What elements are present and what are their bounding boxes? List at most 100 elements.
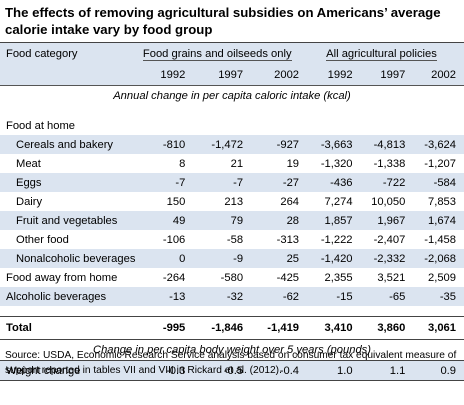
group1-label: Food grains and oilseeds only: [142, 47, 292, 61]
cell: -62: [243, 287, 300, 306]
cell: -1,207: [424, 157, 456, 170]
table-row: Other food -106 -58 -313 -1,222 -2,407 -…: [0, 230, 464, 249]
cell: 0: [135, 249, 186, 268]
cell: -27: [243, 173, 300, 192]
food-at-home-label: Food at home: [6, 119, 76, 132]
row-label: Cereals and bakery: [0, 135, 136, 154]
row-label: Alcoholic beverages: [0, 287, 136, 306]
total-row: Total -995 -1,846 -1,419 3,410 3,860 3,0…: [0, 316, 464, 340]
cell: -1,472: [185, 135, 244, 154]
group1-header: Food grains and oilseeds only: [135, 42, 300, 65]
cell: -1,320: [320, 157, 353, 170]
cell: -7: [185, 173, 244, 192]
cell: 1,674: [405, 211, 464, 230]
cell: 7,853: [428, 195, 456, 208]
year-header: 2002: [243, 65, 300, 86]
cell: -1,846: [185, 316, 244, 340]
table-row: Food away from home -264 -580 -425 2,355…: [0, 268, 464, 287]
cell: -4,813: [352, 135, 406, 154]
cell: 150: [166, 195, 186, 208]
cell: -2,332: [352, 249, 406, 268]
cell: 7,274: [324, 195, 353, 208]
cell: -9: [185, 249, 244, 268]
row-label: Dairy: [16, 195, 43, 208]
cell: 3,521: [377, 271, 406, 284]
table-row: Meat 8 21 19 -1,320 -1,338 -1,207: [0, 154, 464, 173]
table-row: Fruit and vegetables 49 79 28 1,857 1,96…: [0, 211, 464, 230]
cell: -35: [405, 287, 464, 306]
year-header: 1997: [352, 65, 406, 86]
cell: -995: [135, 316, 186, 340]
cell: 79: [185, 211, 244, 230]
table-title: The effects of removing agricultural sub…: [5, 5, 441, 37]
table-row: Dairy 150 213 264 7,274 10,050 7,853: [0, 192, 464, 211]
table-row: Cereals and bakery -810 -1,472 -927 -3,6…: [0, 135, 464, 154]
cell: -810: [135, 135, 186, 154]
cell: 1,857: [299, 211, 353, 230]
group2-header: All agricultural policies: [299, 42, 464, 65]
cell: -1,338: [373, 157, 406, 170]
table-row: Nonalcoholic beverages 0 -9 25 -1,420 -2…: [0, 249, 464, 268]
cell: 2,509: [428, 271, 456, 284]
cell: -0.3: [135, 360, 186, 381]
cell: -927: [243, 135, 300, 154]
cell: -2,407: [373, 233, 406, 246]
section1-caption: Annual change in per capita caloric inta…: [113, 90, 351, 102]
row-label: Eggs: [0, 173, 136, 192]
cell: 8: [179, 157, 186, 170]
section1-caption-row: Annual change in per capita caloric inta…: [0, 86, 464, 107]
row-label: Food away from home: [6, 271, 118, 284]
cell: -580: [220, 271, 244, 284]
cell: 49: [135, 211, 186, 230]
cell: -3,624: [405, 135, 464, 154]
cell: 1,967: [352, 211, 406, 230]
cell: -3,663: [299, 135, 353, 154]
year-header: 1992: [135, 65, 186, 86]
year-header: 2002: [405, 65, 464, 86]
cell: -1,419: [243, 316, 300, 340]
cell: 3,860: [352, 316, 406, 340]
row-label: Fruit and vegetables: [0, 211, 136, 230]
cell: 21: [230, 157, 244, 170]
cell: -65: [352, 287, 406, 306]
cell: -1,222: [320, 233, 353, 246]
cell: -58: [226, 233, 244, 246]
cell: 213: [224, 195, 244, 208]
cell: 25: [243, 249, 300, 268]
cell: -13: [135, 287, 186, 306]
cell: 1.0: [299, 360, 353, 381]
row-label: Total: [0, 316, 136, 340]
cell: -7: [135, 173, 186, 192]
cell: -106: [162, 233, 186, 246]
cell: -0.5: [185, 360, 244, 381]
cell: -1,420: [299, 249, 353, 268]
table-row: Eggs -7 -7 -27 -436 -722 -584: [0, 173, 464, 192]
group2-label: All agricultural policies: [326, 47, 437, 61]
header-row-groups: Food category Food grains and oilseeds o…: [0, 42, 464, 65]
cell: -2,068: [405, 249, 464, 268]
cell: -722: [352, 173, 406, 192]
food-at-home-row: Food at home: [0, 116, 464, 135]
cell: -584: [405, 173, 464, 192]
section2-caption-row: Change in per capita body weight over 5 …: [0, 340, 464, 361]
cell: 19: [286, 157, 300, 170]
cell: 3,410: [299, 316, 353, 340]
cell: -264: [162, 271, 186, 284]
section2-caption: Change in per capita body weight over 5 …: [93, 344, 371, 356]
cell: 10,050: [371, 195, 406, 208]
cell: 1.1: [352, 360, 406, 381]
cell: -32: [185, 287, 244, 306]
cell: 3,061: [405, 316, 464, 340]
row-label: Weight change: [0, 360, 136, 381]
row-label: Other food: [16, 233, 69, 246]
cell: -425: [276, 271, 300, 284]
table-row: Alcoholic beverages -13 -32 -62 -15 -65 …: [0, 287, 464, 306]
cell: -0.4: [243, 360, 300, 381]
row-label: Nonalcoholic beverages: [0, 249, 136, 268]
cell: 0.9: [405, 360, 464, 381]
cell: -313: [276, 233, 300, 246]
source-note: Source: USDA, Economic Research Service …: [5, 350, 457, 376]
cell: 264: [280, 195, 300, 208]
category-header: Food category: [0, 42, 136, 65]
weight-row: Weight change -0.3 -0.5 -0.4 1.0 1.1 0.9: [0, 360, 464, 381]
